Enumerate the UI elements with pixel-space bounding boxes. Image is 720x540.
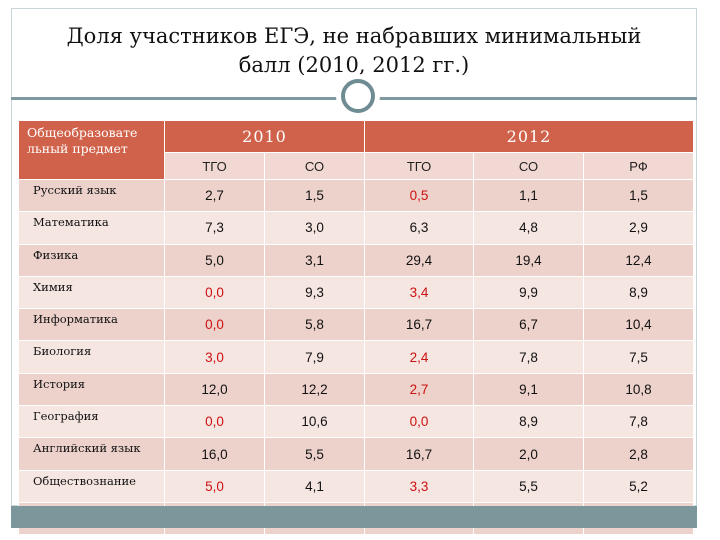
- year-2012-header: 2012: [363, 120, 695, 153]
- value-cell: 12,0: [164, 372, 265, 407]
- bottom-bar: [11, 506, 697, 528]
- table-row: Обществознание 5,0 4,1 3,3 5,5 5,2: [18, 469, 695, 503]
- value-cell: 5,0: [164, 243, 265, 277]
- value-cell: 10,6: [264, 405, 365, 439]
- subject-header-line-1: Общеобразовате: [27, 125, 138, 140]
- value-cell: 2,7: [164, 178, 265, 213]
- table-row: История 12,0 12,2 2,7 9,1 10,8: [18, 372, 695, 407]
- value-cell: 6,7: [473, 308, 584, 342]
- value-cell: 7,8: [473, 340, 584, 374]
- value-cell: 3,0: [164, 340, 265, 374]
- value-cell: 0,0: [364, 405, 474, 439]
- value-cell: 10,4: [582, 308, 695, 342]
- subject-cell: Физика: [18, 243, 165, 277]
- table-row: Математика 7,3 3,0 6,3 4,8 2,9: [18, 211, 695, 245]
- subject-cell: История: [18, 372, 165, 407]
- value-cell: 12,4: [582, 243, 695, 277]
- value-cell: 3,3: [364, 469, 474, 503]
- value-cell: 0,0: [164, 275, 265, 310]
- value-cell: 16,7: [364, 437, 474, 471]
- value-cell: 12,2: [264, 372, 365, 407]
- value-cell: 2,4: [364, 340, 474, 374]
- subheader-1: ТГО: [164, 152, 265, 180]
- value-cell: 4,1: [264, 469, 365, 503]
- subject-cell: Русский язык: [18, 178, 165, 213]
- value-cell: 3,4: [364, 275, 474, 310]
- value-cell: 8,9: [473, 405, 584, 439]
- value-cell: 6,3: [364, 211, 474, 245]
- subject-column-header: Общеобразовате льный предмет: [18, 120, 165, 180]
- value-cell: 7,3: [164, 211, 265, 245]
- subject-cell: География: [18, 405, 165, 439]
- title-line-2: балл (2010, 2012 гг.): [238, 53, 470, 77]
- value-cell: 1,5: [264, 178, 365, 213]
- value-cell: 2,7: [364, 372, 474, 407]
- subject-cell: Биология: [18, 340, 165, 374]
- table-row: География 0,0 10,6 0,0 8,9 7,8: [18, 405, 695, 439]
- table-body: Русский язык 2,7 1,5 0,5 1,1 1,5 Математика 7,3…: [18, 178, 695, 536]
- value-cell: 0,0: [164, 308, 265, 342]
- value-cell: 8,9: [582, 275, 695, 310]
- table-row: Информатика 0,0 5,8 16,7 6,7 10,4: [18, 308, 695, 342]
- value-cell: 5,2: [582, 469, 695, 503]
- subject-cell: Математика: [18, 211, 165, 245]
- value-cell: 5,8: [264, 308, 365, 342]
- value-cell: 16,0: [164, 437, 265, 471]
- value-cell: 2,9: [582, 211, 695, 245]
- value-cell: 3,0: [264, 211, 365, 245]
- subheader-2: СО: [264, 152, 365, 180]
- value-cell: 10,8: [582, 372, 695, 407]
- results-table: Общеобразовате льный предмет 2010 2012 Т…: [18, 120, 695, 536]
- value-cell: 3,1: [264, 243, 365, 277]
- value-cell: 0,0: [164, 405, 265, 439]
- table-row: Химия 0,0 9,3 3,4 9,9 8,9: [18, 275, 695, 310]
- value-cell: 7,8: [582, 405, 695, 439]
- subheader-4: СО: [473, 152, 584, 180]
- value-cell: 9,3: [264, 275, 365, 310]
- divider-circle-ornament: [341, 79, 375, 113]
- table-row: Физика 5,0 3,1 29,4 19,4 12,4: [18, 243, 695, 277]
- slide-title: Доля участников ЕГЭ, не набравших минима…: [14, 22, 694, 80]
- value-cell: 5,5: [473, 469, 584, 503]
- table-row: Русский язык 2,7 1,5 0,5 1,1 1,5: [18, 178, 695, 213]
- year-2010-header: 2010: [164, 120, 365, 153]
- subject-cell: Английский язык: [18, 437, 165, 471]
- value-cell: 2,0: [473, 437, 584, 471]
- value-cell: 7,9: [264, 340, 365, 374]
- subheader-row: ТГО СО ТГО СО РФ: [19, 152, 695, 180]
- subject-cell: Химия: [18, 275, 165, 310]
- value-cell: 4,8: [473, 211, 584, 245]
- value-cell: 5,5: [264, 437, 365, 471]
- subheader-3: ТГО: [364, 152, 474, 180]
- value-cell: 9,1: [473, 372, 584, 407]
- value-cell: 9,9: [473, 275, 584, 310]
- value-cell: 1,1: [473, 178, 584, 213]
- value-cell: 29,4: [364, 243, 474, 277]
- value-cell: 1,5: [582, 178, 695, 213]
- value-cell: 19,4: [473, 243, 584, 277]
- table-row: Английский язык 16,0 5,5 16,7 2,0 2,8: [18, 437, 695, 471]
- value-cell: 5,0: [164, 469, 265, 503]
- subject-header-line-2: льный предмет: [27, 141, 128, 156]
- subheader-5: РФ: [582, 152, 695, 180]
- value-cell: 2,8: [582, 437, 695, 471]
- value-cell: 0,5: [364, 178, 474, 213]
- title-line-1: Доля участников ЕГЭ, не набравших минима…: [66, 24, 642, 48]
- value-cell: 7,5: [582, 340, 695, 374]
- subject-cell: Обществознание: [18, 469, 165, 503]
- value-cell: 16,7: [364, 308, 474, 342]
- subject-cell: Информатика: [18, 308, 165, 342]
- table-row: Биология 3,0 7,9 2,4 7,8 7,5: [18, 340, 695, 374]
